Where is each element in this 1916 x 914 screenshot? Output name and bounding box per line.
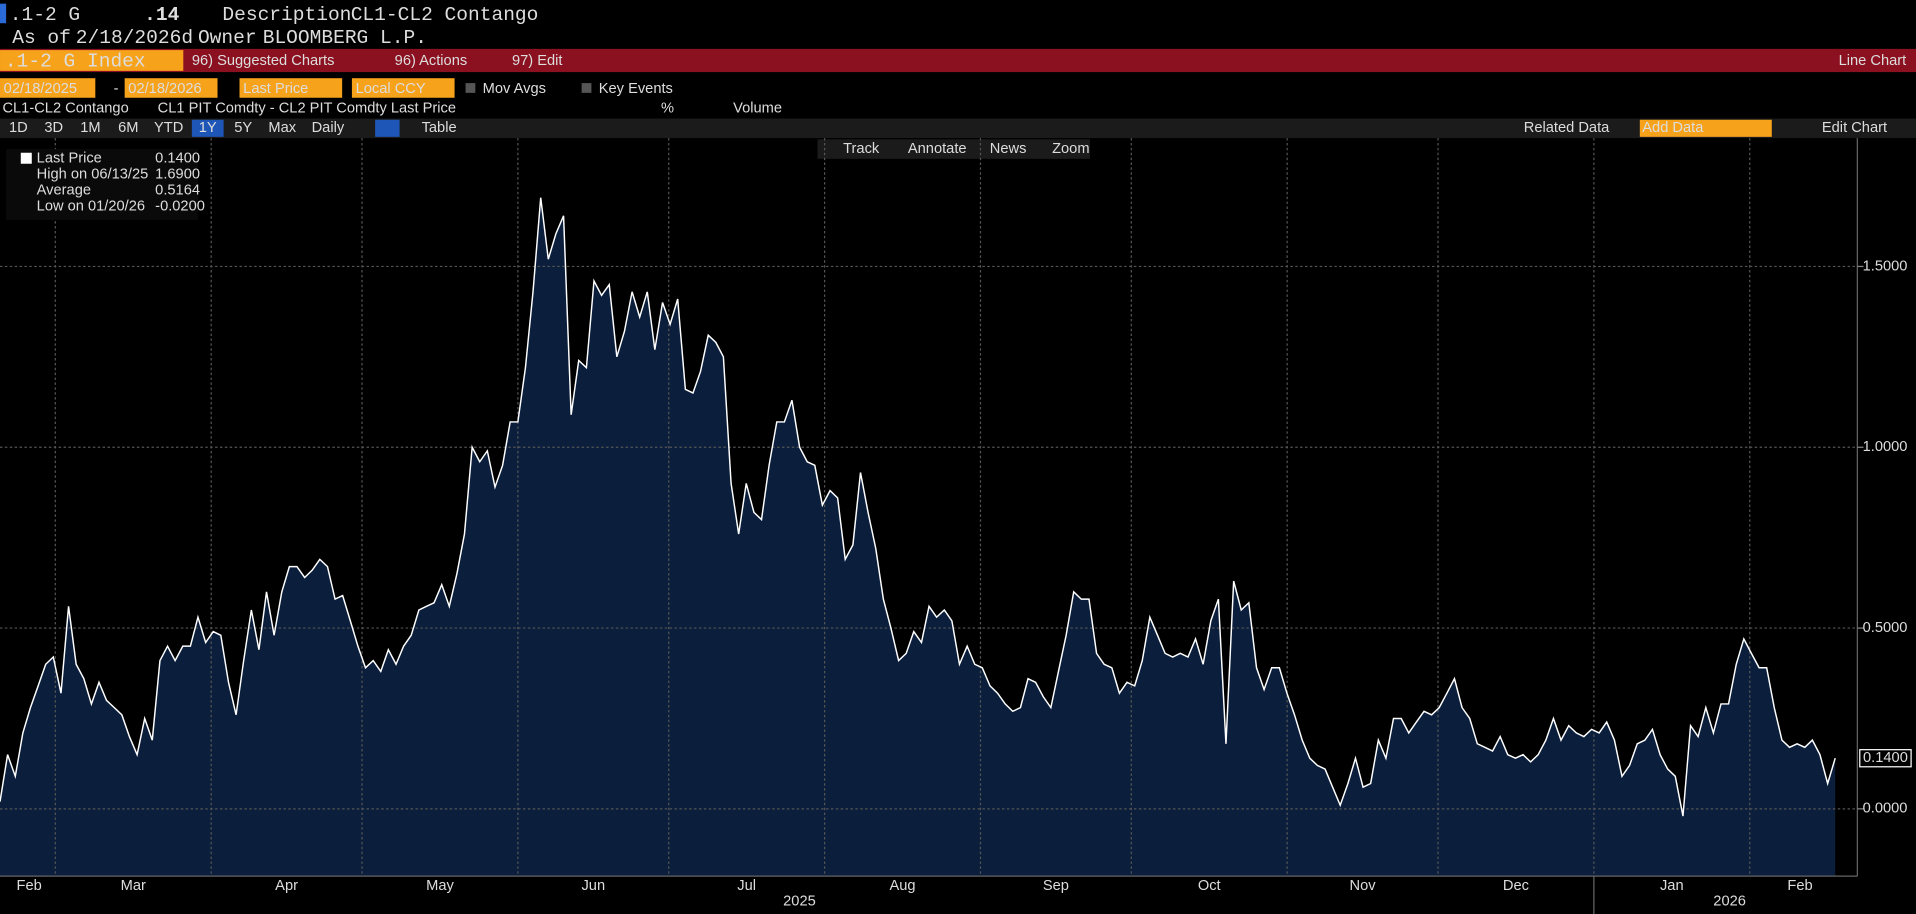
checkbox[interactable] <box>465 83 476 93</box>
currency: Local CCY <box>356 81 426 97</box>
view-name: Line Chart <box>1839 53 1907 69</box>
chart-tool[interactable]: Annotate <box>908 141 967 157</box>
unit: % <box>661 101 674 117</box>
legend-label: Last Price <box>37 151 102 167</box>
legend-value: 0.5164 <box>155 182 200 198</box>
description: CL1-CL2 Contango <box>351 4 539 26</box>
ccy-box[interactable] <box>351 78 455 98</box>
last-value: .14 <box>144 4 179 26</box>
security-box[interactable] <box>0 50 184 71</box>
plot <box>0 138 1858 877</box>
label: Description <box>222 4 351 26</box>
menu-bar <box>0 48 1916 73</box>
legend-value: -0.0200 <box>155 198 205 214</box>
related-data[interactable]: Related Data <box>1524 120 1610 136</box>
edit-chart[interactable]: Edit Chart <box>1822 120 1887 136</box>
field: Last Price <box>243 81 308 97</box>
x-tick-label: Jul <box>737 878 756 894</box>
chart-tool[interactable]: Track <box>843 141 880 157</box>
period[interactable]: Max <box>268 120 296 136</box>
series-formula: CL1 PIT Comdty - CL2 PIT Comdty Last Pri… <box>158 101 456 117</box>
owner: BLOOMBERG L.P. <box>263 27 427 49</box>
x-tick-label: Jan <box>1660 878 1684 894</box>
price-tag: 0.1400 <box>1863 750 1908 766</box>
series-name: CL1-CL2 Contango <box>2 101 128 117</box>
chart-tool[interactable]: News <box>990 141 1027 157</box>
legend-label: Low on 01/20/26 <box>37 198 145 214</box>
menu-item[interactable]: 96) Actions <box>395 53 468 69</box>
menu-item[interactable]: 96) Suggested Charts <box>192 53 335 69</box>
year-label: 2025 <box>783 894 816 910</box>
period[interactable]: 3D <box>44 120 63 136</box>
y-tick-label: 1.5000 <box>1863 258 1908 274</box>
label: Owner <box>198 27 257 49</box>
frequency[interactable]: Daily <box>312 120 345 136</box>
x-tick-label: Apr <box>275 878 298 894</box>
chart-type-button[interactable] <box>375 119 400 137</box>
y-tick-label: 1.0000 <box>1863 439 1908 455</box>
ticker: .1-2 G <box>10 4 80 26</box>
checkbox[interactable] <box>581 83 592 93</box>
marker <box>0 3 7 24</box>
line <box>0 197 1836 817</box>
x-tick-label: Sep <box>1043 878 1069 894</box>
legend-label: High on 06/13/25 <box>37 167 149 183</box>
add-data-box[interactable] <box>1639 119 1772 137</box>
menu-item[interactable]: 97) Edit <box>512 53 563 69</box>
option: Key Events <box>599 81 673 97</box>
x-tick-label: Mar <box>121 878 146 894</box>
security: .1-2 G Index <box>5 50 146 72</box>
area <box>0 197 1836 877</box>
legend-swatch <box>20 152 32 164</box>
end-box[interactable] <box>124 78 218 98</box>
period[interactable]: 1M <box>80 120 100 136</box>
year-label: 2026 <box>1713 894 1746 910</box>
start-box[interactable] <box>0 78 96 98</box>
volume: Volume <box>733 101 782 117</box>
x-tick-label: Oct <box>1198 878 1221 894</box>
asof: 2/18/2026d <box>76 27 193 49</box>
start-date: 02/18/2025 <box>4 81 77 97</box>
x-tick-label: Nov <box>1350 878 1377 894</box>
chart-tools <box>817 139 1090 159</box>
dash: - <box>114 81 119 97</box>
period[interactable]: 6M <box>118 120 138 136</box>
x-tick-label: Aug <box>889 878 915 894</box>
y-tick-label: 0.0000 <box>1863 801 1908 817</box>
add-data[interactable]: Add Data <box>1642 120 1704 136</box>
period[interactable]: 1Y <box>199 120 217 136</box>
period[interactable]: 1D <box>9 120 28 136</box>
y-tick-label: 0.5000 <box>1863 620 1908 636</box>
option: Mov Avgs <box>483 81 546 97</box>
x-tick-label: Jun <box>581 878 605 894</box>
chart-tool[interactable]: Zoom <box>1052 141 1089 157</box>
x-tick-label: Feb <box>17 878 42 894</box>
legend-value: 1.6900 <box>155 167 200 183</box>
period-selected[interactable] <box>191 119 224 137</box>
x-tick-label: May <box>426 878 454 894</box>
legend-label: Average <box>37 182 91 198</box>
table-button[interactable]: Table <box>422 120 457 136</box>
period[interactable]: 5Y <box>234 120 252 136</box>
field-box[interactable] <box>239 78 343 98</box>
label: As of <box>12 27 71 49</box>
x-tick-label: Feb <box>1787 878 1812 894</box>
price-tag-box <box>1859 749 1912 768</box>
legend-value: 0.1400 <box>155 151 200 167</box>
legend-box <box>6 149 198 220</box>
period[interactable]: YTD <box>154 120 183 136</box>
toolbar <box>0 118 1916 139</box>
x-tick-label: Dec <box>1503 878 1529 894</box>
end-date: 02/18/2026 <box>128 81 201 97</box>
